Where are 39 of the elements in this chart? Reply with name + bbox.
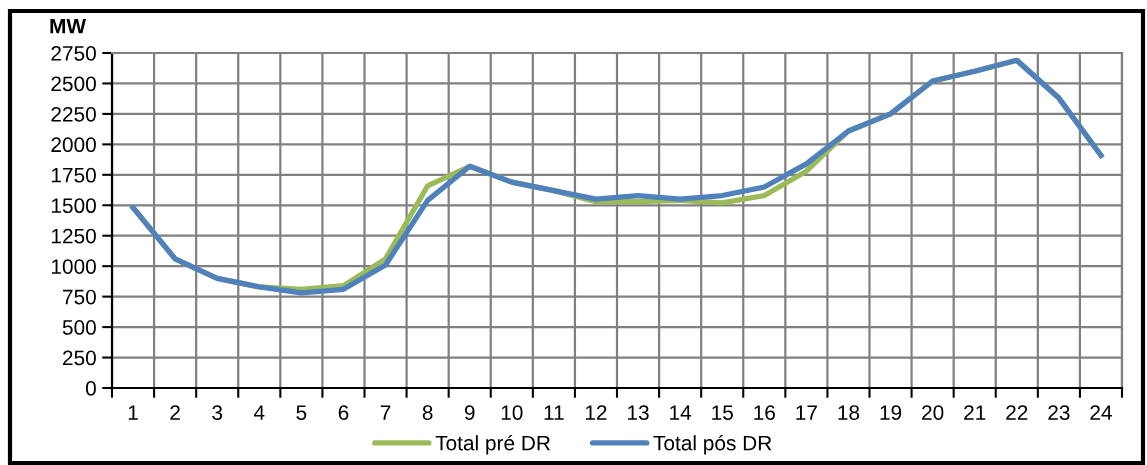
x-tick-label: 6	[338, 405, 349, 420]
x-tick-label: 12	[585, 405, 607, 420]
x-tick-label: 2	[170, 405, 180, 420]
y-tick-label: 2000	[51, 137, 96, 153]
y-tick-label: 1250	[51, 228, 96, 244]
x-tick-label: 1	[128, 405, 138, 420]
y-tick-label: 250	[63, 350, 96, 366]
y-tick-label: 750	[63, 289, 96, 305]
y-tick-label: 2750	[51, 46, 96, 61]
x-tick-label: 7	[380, 405, 391, 420]
y-axis-title: MW	[50, 18, 87, 34]
x-tick-label: 10	[501, 405, 523, 420]
legend-label: Total pós DR	[653, 434, 772, 455]
y-tick-label: 1000	[51, 259, 96, 274]
x-tick-label: 14	[670, 405, 692, 420]
x-tick-label: 22	[1006, 405, 1028, 420]
x-tick-label: 9	[464, 405, 475, 420]
y-tick-label: 2250	[51, 106, 96, 122]
x-tick-label: 21	[964, 405, 986, 420]
y-tick-label: 1500	[51, 198, 96, 214]
x-tick-label: 19	[880, 405, 902, 420]
y-tick-label: 500	[62, 320, 96, 335]
x-tick-label: 18	[838, 405, 860, 420]
x-tick-label: 11	[544, 405, 564, 420]
x-tick-label: 15	[712, 405, 733, 420]
x-tick-label: 3	[212, 405, 223, 420]
legend-label: Total pré DR	[435, 434, 550, 455]
y-tick-label: 1750	[51, 167, 96, 183]
y-tick-label: 0	[85, 381, 96, 396]
x-tick-label: 24	[1090, 405, 1112, 420]
x-tick-label: 13	[628, 405, 649, 420]
x-tick-label: 17	[796, 405, 817, 420]
x-tick-label: 16	[754, 405, 775, 420]
x-tick-label: 8	[422, 405, 433, 420]
x-tick-label: 23	[1048, 405, 1070, 420]
x-tick-label: 20	[922, 405, 944, 420]
x-tick-label: 5	[296, 405, 307, 420]
y-tick-label: 2500	[51, 76, 96, 92]
x-tick-label: 4	[253, 405, 265, 420]
